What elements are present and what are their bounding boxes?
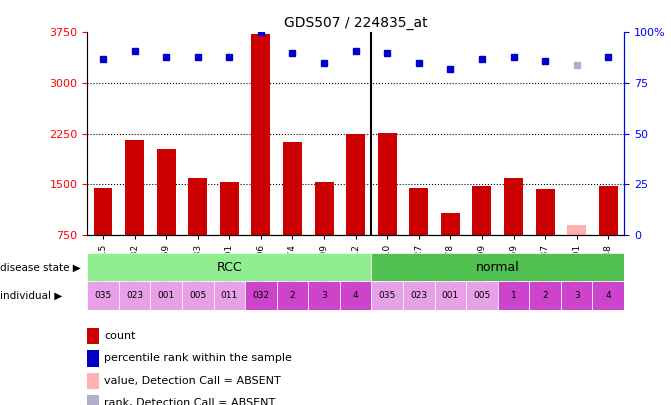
Bar	[315, 181, 333, 235]
Text: RCC: RCC	[217, 261, 242, 274]
Bar	[466, 281, 498, 310]
Bar	[283, 143, 302, 235]
Bar	[504, 178, 523, 235]
Bar	[182, 281, 213, 310]
Bar	[561, 281, 592, 310]
Bar	[220, 182, 239, 235]
Text: 4: 4	[353, 291, 358, 300]
Bar	[308, 281, 340, 310]
Bar	[409, 188, 428, 235]
Bar	[592, 281, 624, 310]
Text: 3: 3	[574, 291, 580, 300]
Bar	[378, 133, 397, 235]
Bar	[372, 281, 403, 310]
Text: 001: 001	[442, 291, 459, 300]
Text: 011: 011	[221, 291, 238, 300]
Text: 032: 032	[252, 291, 270, 300]
Bar	[472, 185, 491, 235]
FancyBboxPatch shape	[372, 253, 624, 281]
Bar	[340, 281, 372, 310]
Bar	[276, 281, 308, 310]
Bar	[93, 188, 113, 235]
Bar	[435, 281, 466, 310]
Bar	[245, 281, 276, 310]
Text: 005: 005	[473, 291, 491, 300]
Bar	[403, 281, 435, 310]
Bar	[498, 281, 529, 310]
Bar	[441, 213, 460, 235]
Text: normal: normal	[476, 261, 519, 274]
Text: percentile rank within the sample: percentile rank within the sample	[104, 354, 292, 363]
Text: 2: 2	[542, 291, 548, 300]
Text: 005: 005	[189, 291, 207, 300]
Title: GDS507 / 224835_at: GDS507 / 224835_at	[284, 16, 427, 30]
FancyBboxPatch shape	[87, 253, 372, 281]
Text: 1: 1	[511, 291, 517, 300]
Bar	[346, 134, 365, 235]
Text: 2: 2	[290, 291, 295, 300]
Bar	[125, 141, 144, 235]
Text: value, Detection Call = ABSENT: value, Detection Call = ABSENT	[104, 376, 280, 386]
Bar	[252, 34, 270, 235]
Text: 3: 3	[321, 291, 327, 300]
Bar	[119, 281, 150, 310]
Text: 035: 035	[95, 291, 111, 300]
Text: disease state ▶: disease state ▶	[0, 262, 81, 272]
Bar	[535, 189, 554, 235]
Text: 035: 035	[378, 291, 396, 300]
Bar	[599, 185, 618, 235]
Text: 4: 4	[605, 291, 611, 300]
Text: 023: 023	[410, 291, 427, 300]
Text: 001: 001	[158, 291, 175, 300]
Bar	[529, 281, 561, 310]
Text: count: count	[104, 331, 136, 341]
Bar	[567, 225, 586, 235]
Bar	[87, 281, 119, 310]
Text: 023: 023	[126, 291, 143, 300]
Text: rank, Detection Call = ABSENT: rank, Detection Call = ABSENT	[104, 398, 275, 405]
Bar	[150, 281, 182, 310]
Bar	[213, 281, 245, 310]
Bar	[189, 178, 207, 235]
Bar	[157, 149, 176, 235]
Text: individual ▶: individual ▶	[0, 291, 62, 301]
